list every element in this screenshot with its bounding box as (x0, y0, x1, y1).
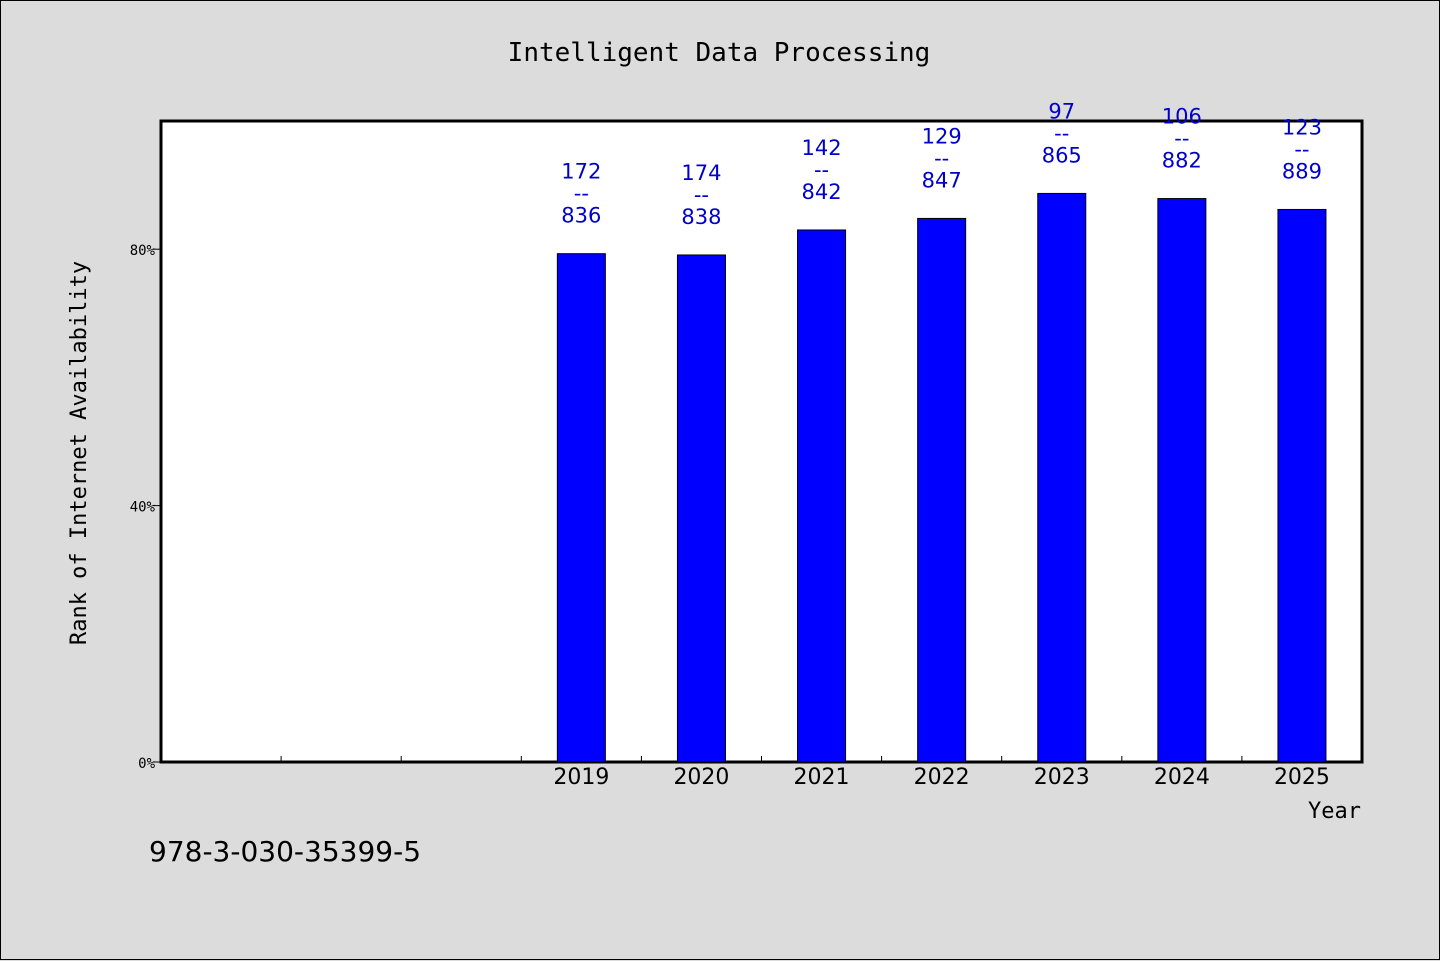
bar-label-separator: -- (1294, 137, 1309, 161)
isbn-text: 978-3-030-35399-5 (149, 835, 422, 868)
bar (1157, 198, 1207, 763)
x-tick-label: 2019 (553, 765, 609, 790)
bar-label-top: 142 (802, 136, 842, 160)
x-tick-label: 2024 (1154, 765, 1210, 790)
bar-label-top: 106 (1162, 105, 1202, 129)
y-tick-label: 80% (130, 243, 156, 259)
bar-label-separator: -- (694, 183, 709, 207)
x-tick-label: 2025 (1274, 765, 1330, 790)
bar-label-bottom: 882 (1162, 149, 1202, 173)
chart-title: Intelligent Data Processing (508, 38, 931, 68)
x-axis-label: Year (1308, 799, 1361, 824)
bar-label-top: 172 (561, 160, 601, 184)
bar-label-bottom: 847 (922, 168, 962, 192)
bar (917, 217, 967, 763)
y-tick-label: 40% (130, 500, 156, 516)
bar-label-bottom: 889 (1282, 159, 1322, 183)
bar-label-top: 129 (922, 124, 962, 148)
x-tick-label: 2023 (1034, 765, 1090, 790)
bar-label-separator: -- (1054, 121, 1069, 145)
x-tick-label: 2021 (794, 765, 850, 790)
bar-label-top: 97 (1048, 99, 1075, 123)
bar (676, 254, 726, 763)
bar-label-top: 123 (1282, 115, 1322, 139)
y-tick-label: 0% (138, 756, 155, 772)
bar-label-bottom: 836 (561, 204, 601, 228)
y-axis-label: Rank of Internet Availability (67, 261, 92, 645)
bar (1037, 192, 1087, 763)
bar (1277, 208, 1327, 763)
bar-label-bottom: 865 (1042, 143, 1082, 167)
bar-label-top: 174 (681, 161, 721, 185)
bar-label-bottom: 842 (802, 180, 842, 204)
bar (556, 253, 606, 763)
x-tick-label: 2020 (673, 765, 729, 790)
x-tick-label: 2022 (914, 765, 970, 790)
bar-label-separator: -- (814, 158, 829, 182)
bar-label-bottom: 838 (681, 205, 721, 229)
bar-label-separator: -- (1174, 127, 1189, 151)
y-axis: 0% 40% 80% (130, 243, 161, 772)
bar-label-separator: -- (934, 146, 949, 170)
bar (797, 229, 847, 763)
bar-labels: 172--836174--838142--842129--84797--8651… (561, 99, 1322, 229)
bar-label-separator: -- (574, 182, 589, 206)
x-axis: 2019 2020 2021 2022 2023 2024 2025 (280, 756, 1330, 790)
bar-series (556, 192, 1327, 763)
